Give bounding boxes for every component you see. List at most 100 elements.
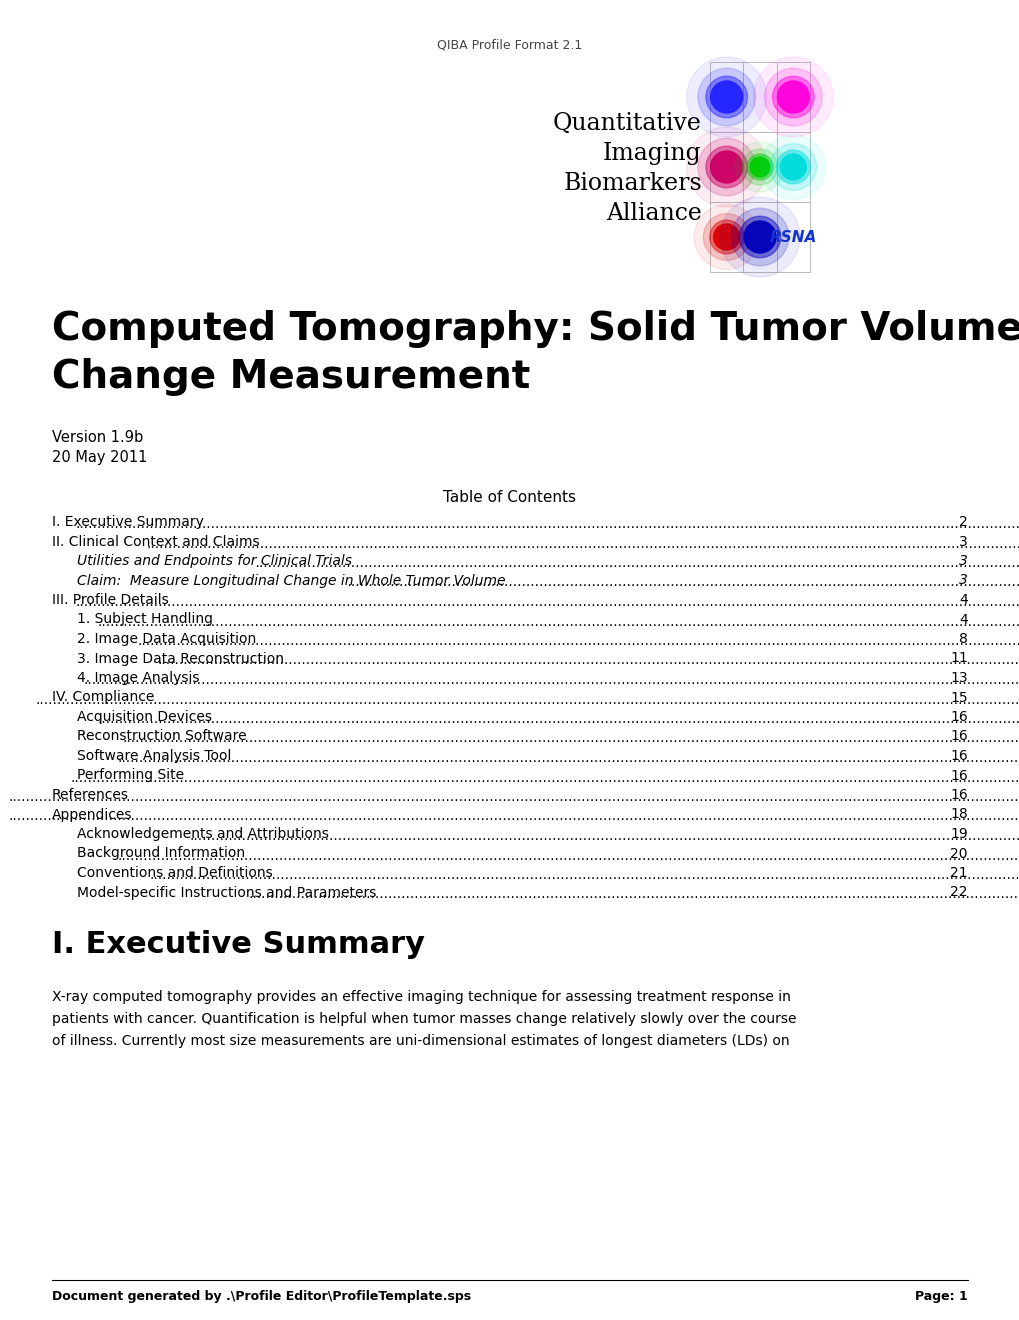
Text: I. Executive Summary: I. Executive Summary [52, 931, 425, 960]
Circle shape [769, 144, 816, 190]
Text: Document generated by .\Profile Editor\ProfileTemplate.sps: Document generated by .\Profile Editor\P… [52, 1290, 471, 1303]
Text: ................................................................................: ........................................… [84, 673, 1019, 686]
Text: Model-specific Instructions and Parameters: Model-specific Instructions and Paramete… [76, 886, 376, 899]
Text: Reconstruction Software: Reconstruction Software [76, 730, 247, 743]
Circle shape [764, 69, 821, 125]
Text: of illness. Currently most size measurements are uni-dimensional estimates of lo: of illness. Currently most size measurem… [52, 1034, 789, 1048]
Circle shape [776, 81, 808, 114]
Text: ................................................................................: ........................................… [117, 849, 1019, 862]
Text: ................................................................................: ........................................… [98, 615, 1019, 628]
Text: 16: 16 [950, 730, 967, 743]
Circle shape [710, 150, 742, 183]
Text: Background Information: Background Information [76, 846, 245, 861]
Text: 16: 16 [950, 768, 967, 783]
Text: Performing Site: Performing Site [76, 768, 184, 783]
Text: ................................................................................: ........................................… [70, 771, 1019, 784]
Text: ................................................................................: ........................................… [150, 869, 1019, 882]
Circle shape [686, 127, 766, 207]
Circle shape [702, 214, 749, 260]
Text: Version 1.9b: Version 1.9b [52, 430, 143, 445]
Text: patients with cancer. Quantification is helpful when tumor masses change relativ: patients with cancer. Quantification is … [52, 1012, 796, 1026]
Text: ................................................................................: ........................................… [346, 576, 1019, 590]
Circle shape [743, 220, 775, 253]
Text: Alliance: Alliance [605, 202, 701, 224]
Text: ................................................................................: ........................................… [256, 556, 1019, 570]
Text: ................................................................................: ........................................… [138, 634, 1019, 648]
Text: Conventions and Definitions: Conventions and Definitions [76, 866, 272, 880]
Text: 21: 21 [950, 866, 967, 880]
Circle shape [710, 81, 742, 114]
Text: ................................................................................: ........................................… [9, 789, 1019, 804]
Circle shape [771, 77, 813, 117]
Text: 4. Image Analysis: 4. Image Analysis [76, 671, 200, 685]
Text: 3: 3 [958, 573, 967, 587]
Text: 1. Subject Handling: 1. Subject Handling [76, 612, 213, 627]
Circle shape [739, 216, 780, 257]
Circle shape [694, 205, 758, 269]
Circle shape [686, 57, 766, 137]
Circle shape [705, 77, 747, 117]
Circle shape [760, 135, 825, 199]
Text: 22: 22 [950, 886, 967, 899]
Circle shape [775, 150, 809, 183]
Text: 15: 15 [950, 690, 967, 705]
Text: Utilities and Endpoints for Clinical Trials: Utilities and Endpoints for Clinical Tri… [76, 554, 352, 568]
Text: 16: 16 [950, 788, 967, 803]
Text: Page: 1: Page: 1 [914, 1290, 967, 1303]
Text: 13: 13 [950, 671, 967, 685]
Text: III. Profile Details: III. Profile Details [52, 593, 168, 607]
Circle shape [749, 157, 769, 177]
Text: I. Executive Summary: I. Executive Summary [52, 515, 204, 529]
Text: QIBA Profile Format 2.1: QIBA Profile Format 2.1 [437, 38, 582, 51]
Text: ................................................................................: ........................................… [157, 653, 1019, 668]
Text: Computed Tomography: Solid Tumor Volume: Computed Tomography: Solid Tumor Volume [52, 310, 1019, 348]
Text: ................................................................................: ........................................… [248, 887, 1019, 902]
Text: Imaging: Imaging [602, 143, 701, 165]
Text: 20: 20 [950, 846, 967, 861]
Circle shape [746, 154, 772, 180]
Text: 20 May 2011: 20 May 2011 [52, 450, 147, 465]
Text: Acknowledgements and Attributions: Acknowledgements and Attributions [76, 828, 328, 841]
Text: 16: 16 [950, 710, 967, 723]
Text: Acquisition Devices: Acquisition Devices [76, 710, 212, 723]
Circle shape [719, 197, 799, 277]
Text: Table of Contents: Table of Contents [443, 490, 576, 506]
Text: ................................................................................: ........................................… [98, 711, 1019, 726]
Text: ................................................................................: ........................................… [9, 809, 1019, 824]
Text: ................................................................................: ........................................… [189, 829, 1019, 843]
Text: Claim:  Measure Longitudinal Change in Whole Tumor Volume: Claim: Measure Longitudinal Change in Wh… [76, 573, 505, 587]
Text: Appendices: Appendices [52, 808, 132, 821]
Text: 8: 8 [958, 632, 967, 645]
Text: Change Measurement: Change Measurement [52, 358, 530, 396]
Text: References: References [52, 788, 128, 803]
Circle shape [741, 149, 777, 185]
Text: ................................................................................: ........................................… [122, 731, 1019, 746]
Text: ................................................................................: ........................................… [75, 595, 1019, 609]
Circle shape [697, 139, 755, 195]
Text: 3: 3 [958, 554, 967, 568]
Text: 19: 19 [950, 828, 967, 841]
Text: IV. Compliance: IV. Compliance [52, 690, 154, 705]
Text: ................................................................................: ........................................… [36, 693, 1019, 706]
Text: 3: 3 [958, 535, 967, 549]
Text: 3. Image Data Reconstruction: 3. Image Data Reconstruction [76, 652, 283, 665]
Circle shape [709, 220, 743, 253]
Text: 16: 16 [950, 748, 967, 763]
Text: 4: 4 [958, 593, 967, 607]
Circle shape [705, 147, 747, 187]
Circle shape [713, 224, 739, 249]
Text: Quantitative: Quantitative [552, 112, 701, 135]
Circle shape [697, 69, 755, 125]
Text: 4: 4 [958, 612, 967, 627]
Text: 11: 11 [950, 652, 967, 665]
Text: RSNA: RSNA [769, 230, 816, 244]
Text: ................................................................................: ........................................… [75, 517, 1019, 531]
Text: 18: 18 [950, 808, 967, 821]
Text: X-ray computed tomography provides an effective imaging technique for assessing : X-ray computed tomography provides an ef… [52, 990, 790, 1005]
Circle shape [735, 143, 785, 191]
Circle shape [780, 154, 806, 180]
Text: Biomarkers: Biomarkers [562, 172, 701, 195]
Text: Software Analysis Tool: Software Analysis Tool [76, 748, 231, 763]
Circle shape [753, 57, 833, 137]
Text: 2. Image Data Acquisition: 2. Image Data Acquisition [76, 632, 256, 645]
